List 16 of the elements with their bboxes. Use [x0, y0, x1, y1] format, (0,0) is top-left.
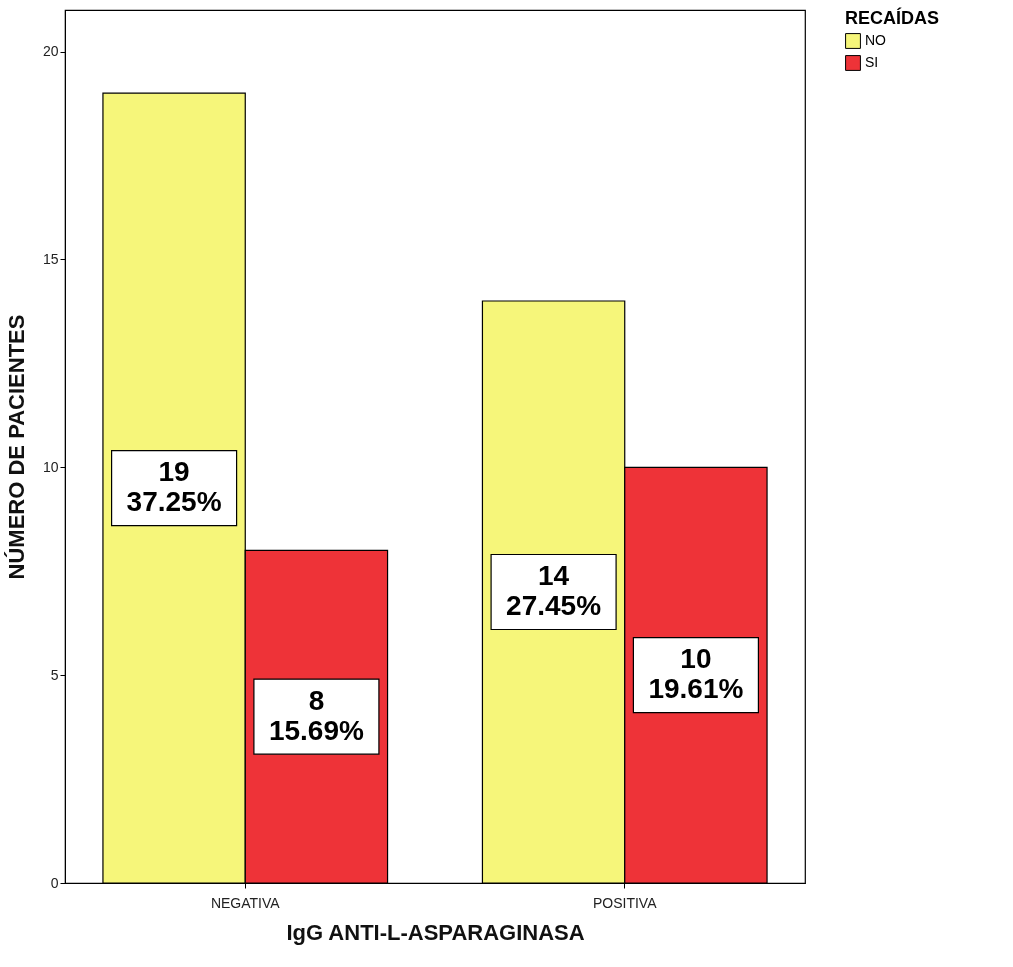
- legend-label: NO: [865, 32, 887, 48]
- data-label: 19 37.25%: [126, 456, 222, 518]
- y-tick-label: 10: [42, 458, 59, 475]
- data-label: 10 19.61%: [648, 643, 744, 705]
- legend-title: RECAÍDAS: [845, 7, 940, 28]
- y-tick-label: 15: [42, 250, 59, 267]
- y-tick-label: 5: [50, 666, 59, 683]
- x-tick-label: POSITIVA: [592, 894, 658, 911]
- x-axis-title: IgG ANTI-L-ASPARAGINASA: [286, 919, 585, 945]
- x-tick-label: NEGATIVA: [210, 894, 281, 911]
- data-label: 8 15.69%: [268, 684, 364, 746]
- legend-label: SI: [865, 54, 879, 70]
- y-axis-title: NÚMERO DE PACIENTES: [3, 314, 29, 580]
- y-tick-label: 0: [50, 874, 59, 891]
- y-tick-label: 20: [42, 43, 59, 60]
- data-label: 14 27.45%: [506, 560, 602, 621]
